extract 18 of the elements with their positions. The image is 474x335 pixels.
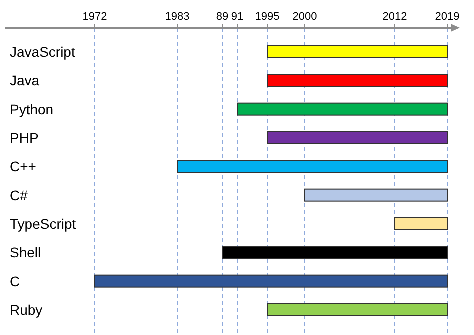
x-tick-label: 1983 [165, 11, 190, 23]
y-tick-label: Ruby [10, 302, 43, 318]
y-tick-label: C [10, 273, 20, 290]
x-tick-label: 2012 [382, 11, 408, 23]
x-tick-label: 89 [216, 11, 229, 23]
x-tick-label: 1972 [82, 11, 108, 23]
x-tick-label: 1995 [255, 11, 280, 23]
y-tick-label: Shell [10, 244, 42, 261]
x-tick-label: 2000 [292, 11, 318, 23]
y-tick-label: Java [10, 72, 40, 89]
y-tick-label: PHP [10, 130, 39, 146]
x-tick-label: 2019 [435, 11, 460, 23]
y-tick-label: C++ [10, 158, 36, 175]
x-tick-label: 91 [231, 11, 244, 23]
y-tick-label: TypeScript [10, 216, 76, 232]
y-tick-label: JavaScript [10, 44, 76, 60]
y-tick-label: Python [10, 101, 54, 118]
y-tick-label: C# [10, 187, 28, 204]
